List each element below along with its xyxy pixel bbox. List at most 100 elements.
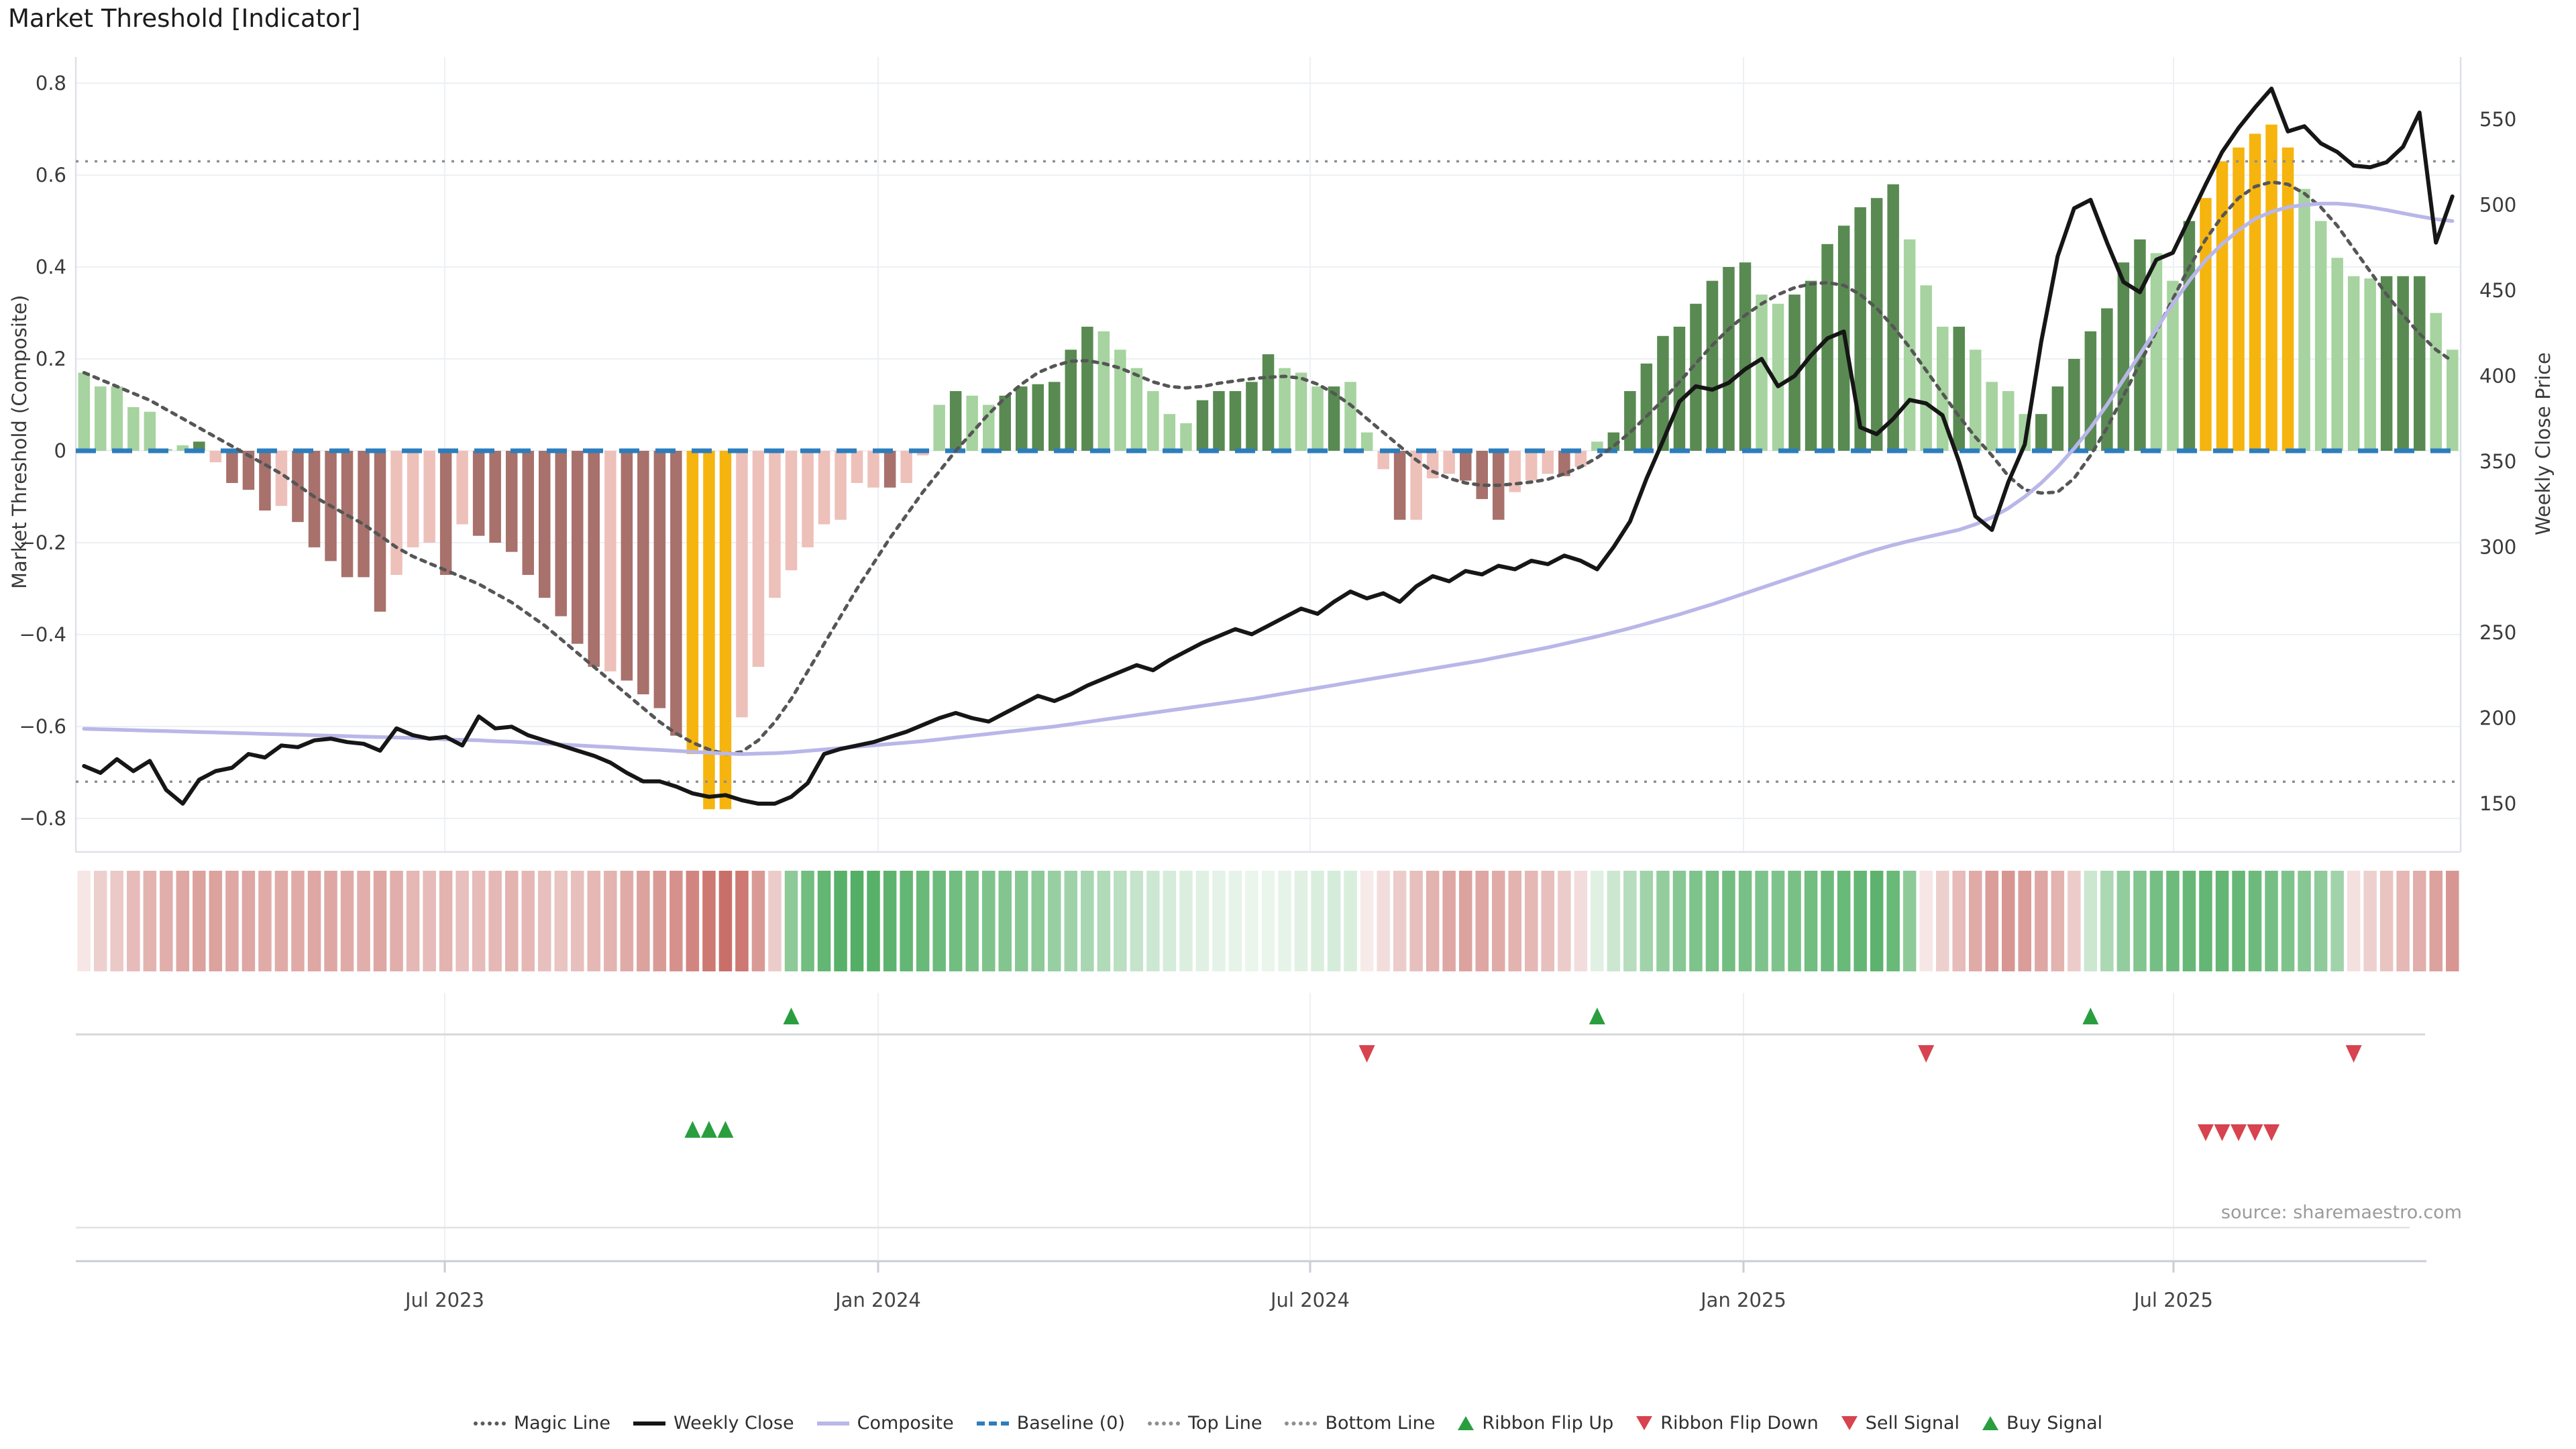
- ribbon-cell[interactable]: [2116, 871, 2131, 971]
- composite-bar[interactable]: [1344, 382, 1356, 451]
- composite-bar[interactable]: [78, 372, 91, 451]
- composite-bar[interactable]: [1410, 451, 1422, 520]
- composite-bar[interactable]: [1016, 386, 1028, 451]
- composite-bar[interactable]: [1788, 294, 1801, 451]
- composite-bar[interactable]: [1772, 303, 1784, 451]
- ribbon-cell[interactable]: [2182, 871, 2196, 971]
- composite-bar[interactable]: [308, 451, 321, 547]
- ribbon-cell[interactable]: [1064, 871, 1078, 971]
- composite-bar[interactable]: [1295, 372, 1307, 451]
- ribbon-cell[interactable]: [834, 871, 847, 971]
- composite-bar[interactable]: [835, 451, 847, 520]
- ribbon-cell[interactable]: [1146, 871, 1160, 971]
- ribbon-cell[interactable]: [1179, 871, 1193, 971]
- ribbon-cell[interactable]: [1393, 871, 1407, 971]
- ribbon-cell[interactable]: [423, 871, 436, 971]
- ribbon-cell[interactable]: [620, 871, 634, 971]
- ribbon-cell[interactable]: [571, 871, 584, 971]
- composite-bar[interactable]: [2265, 124, 2277, 451]
- composite-bar[interactable]: [2397, 276, 2409, 451]
- composite-bar[interactable]: [242, 451, 255, 490]
- composite-bar[interactable]: [1525, 451, 1538, 481]
- ribbon-cell[interactable]: [143, 871, 157, 971]
- composite-bar[interactable]: [851, 451, 863, 483]
- legend-item-composite[interactable]: Composite: [816, 1413, 954, 1434]
- ribbon-flip-down-marker[interactable]: [2345, 1045, 2362, 1063]
- composite-bar[interactable]: [2249, 133, 2261, 451]
- composite-bar[interactable]: [966, 395, 978, 451]
- ribbon-cell[interactable]: [324, 871, 337, 971]
- ribbon-cell[interactable]: [77, 871, 91, 971]
- composite-bar[interactable]: [2150, 253, 2163, 451]
- ribbon-cell[interactable]: [1886, 871, 1900, 971]
- composite-bar[interactable]: [1805, 280, 1817, 451]
- ribbon-cell[interactable]: [209, 871, 223, 971]
- composite-bar[interactable]: [226, 451, 238, 483]
- ribbon-cell[interactable]: [949, 871, 963, 971]
- ribbon-cell[interactable]: [1459, 871, 1472, 971]
- ribbon-flip-down-marker[interactable]: [1358, 1045, 1375, 1063]
- composite-line[interactable]: [82, 201, 2455, 756]
- composite-bar[interactable]: [933, 405, 945, 451]
- magic-line[interactable]: [82, 180, 2455, 756]
- composite-bar[interactable]: [1870, 198, 1883, 451]
- buy-signal-marker[interactable]: [684, 1121, 701, 1138]
- ribbon-cell[interactable]: [2413, 871, 2426, 971]
- ribbon-cell[interactable]: [373, 871, 387, 971]
- legend-item-weekly-close[interactable]: Weekly Close: [633, 1413, 794, 1434]
- ribbon-cell[interactable]: [867, 871, 880, 971]
- composite-bar[interactable]: [653, 451, 666, 708]
- composite-bar[interactable]: [2298, 189, 2310, 451]
- ribbon-cell[interactable]: [193, 871, 206, 971]
- composite-bar[interactable]: [2233, 147, 2245, 451]
- sell-signal-marker[interactable]: [2214, 1124, 2231, 1141]
- ribbon-cell[interactable]: [1426, 871, 1440, 971]
- ribbon-cell[interactable]: [2314, 871, 2328, 971]
- ribbon-cell[interactable]: [406, 871, 420, 971]
- composite-bar[interactable]: [1542, 451, 1554, 474]
- composite-bar[interactable]: [1887, 184, 1899, 451]
- ribbon-cell[interactable]: [1031, 871, 1045, 971]
- ribbon-cell[interactable]: [2446, 871, 2459, 971]
- ribbon-cell[interactable]: [1508, 871, 1522, 971]
- composite-bar[interactable]: [1657, 335, 1669, 451]
- ribbon-cell[interactable]: [883, 871, 897, 971]
- ribbon-cell[interactable]: [1081, 871, 1094, 971]
- ribbon-cell[interactable]: [653, 871, 667, 971]
- ribbon-cell[interactable]: [2330, 871, 2344, 971]
- composite-bar[interactable]: [2002, 391, 2015, 451]
- legend-item-buy-signal[interactable]: Buy Signal: [1982, 1413, 2102, 1434]
- composite-bar[interactable]: [1328, 386, 1340, 451]
- ribbon-cell[interactable]: [340, 871, 354, 971]
- composite-bar[interactable]: [1081, 327, 1093, 451]
- composite-bar[interactable]: [2364, 278, 2376, 451]
- ribbon-cell[interactable]: [1163, 871, 1177, 971]
- ribbon-cell[interactable]: [2347, 871, 2361, 971]
- ribbon-cell[interactable]: [1409, 871, 1423, 971]
- ribbon-cell[interactable]: [1607, 871, 1621, 971]
- composite-bar[interactable]: [2282, 147, 2294, 451]
- ribbon-cell[interactable]: [1936, 871, 1949, 971]
- composite-bar[interactable]: [1049, 382, 1061, 451]
- ribbon-cell[interactable]: [735, 871, 749, 971]
- composite-bar[interactable]: [1854, 207, 1866, 451]
- ribbon-cell[interactable]: [1278, 871, 1291, 971]
- composite-bar[interactable]: [1032, 384, 1044, 451]
- composite-bar[interactable]: [1114, 350, 1126, 451]
- ribbon-cell[interactable]: [258, 871, 272, 971]
- ribbon-cell[interactable]: [291, 871, 305, 971]
- sell-signal-marker[interactable]: [2197, 1124, 2214, 1141]
- ribbon-cell[interactable]: [1377, 871, 1390, 971]
- buy-signal-marker[interactable]: [717, 1121, 734, 1138]
- composite-bar[interactable]: [506, 451, 518, 552]
- ribbon-cell[interactable]: [965, 871, 979, 971]
- ribbon-cell[interactable]: [1919, 871, 1933, 971]
- composite-bar[interactable]: [1196, 400, 1209, 451]
- sell-signal-marker[interactable]: [2231, 1124, 2247, 1141]
- ribbon-cell[interactable]: [1015, 871, 1028, 971]
- composite-bar[interactable]: [1509, 451, 1521, 492]
- composite-bar[interactable]: [572, 451, 584, 644]
- composite-bar[interactable]: [2314, 221, 2327, 451]
- composite-bar[interactable]: [867, 451, 879, 488]
- composite-bar[interactable]: [686, 451, 699, 755]
